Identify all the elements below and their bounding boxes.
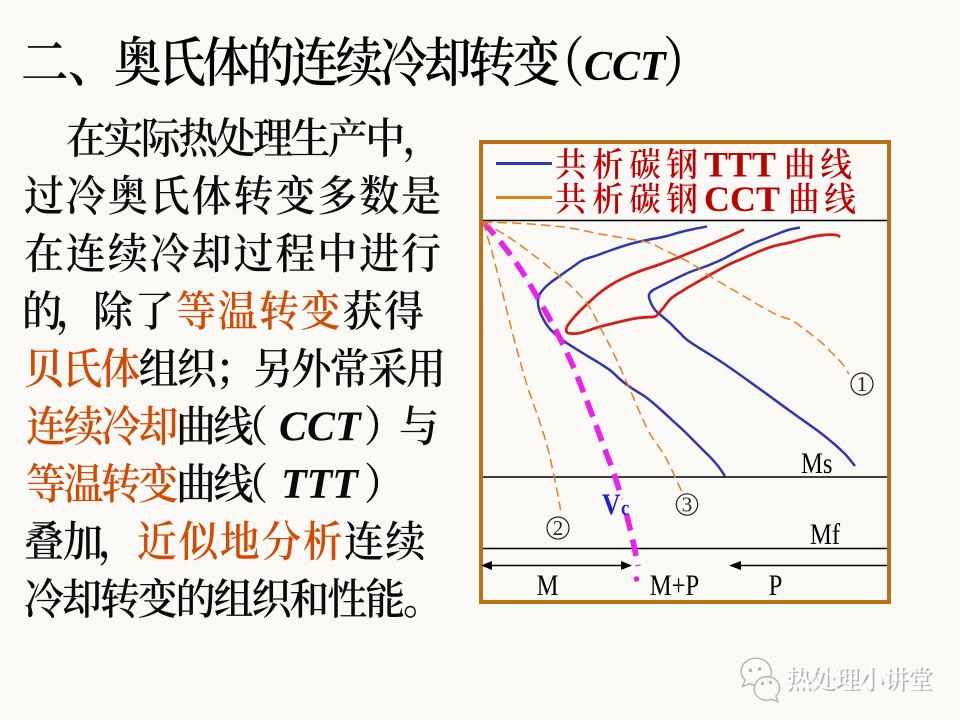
svg-text:P: P	[769, 569, 783, 602]
svg-text:CCT: CCT	[584, 44, 668, 90]
svg-text:M+P: M+P	[650, 569, 699, 602]
svg-text:3: 3	[682, 493, 693, 517]
svg-text:TTT: TTT	[281, 462, 360, 508]
svg-text:TTT: TTT	[704, 145, 776, 185]
svg-text:CCT: CCT	[279, 405, 363, 451]
svg-text:Ms: Ms	[801, 447, 832, 480]
svg-text:2: 2	[553, 516, 564, 540]
svg-text:V: V	[602, 488, 620, 521]
svg-text:M: M	[537, 569, 559, 602]
svg-text:c: c	[621, 497, 629, 521]
svg-text:Mf: Mf	[810, 518, 841, 551]
svg-text:1: 1	[857, 372, 868, 396]
svg-text:CCT: CCT	[704, 179, 780, 219]
